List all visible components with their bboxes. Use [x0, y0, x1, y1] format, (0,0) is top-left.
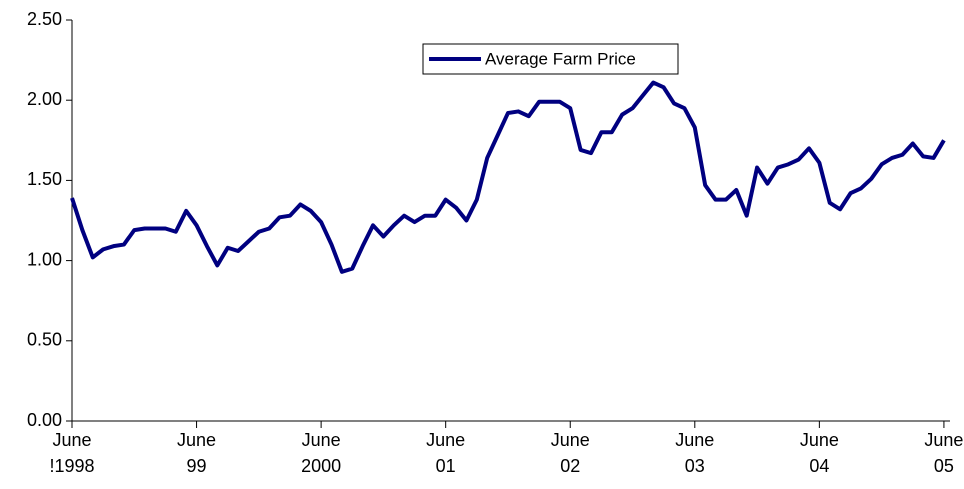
x-tick-label: June 99 — [177, 430, 217, 476]
x-tick-label: June 04 — [799, 430, 839, 476]
y-tick-label: 2.50 — [27, 9, 62, 29]
x-tick-label: June 03 — [675, 430, 715, 476]
x-tick-label: June 02 — [550, 430, 590, 476]
x-tick-label: June 05 — [924, 430, 964, 476]
y-tick-label: 1.50 — [27, 169, 62, 189]
legend-label: Average Farm Price — [485, 49, 636, 68]
y-tick-label: 2.00 — [27, 89, 62, 109]
x-tick-label: June !1998 — [49, 430, 95, 476]
x-tick-label: June 01 — [426, 430, 466, 476]
data-line — [70, 80, 946, 274]
y-tick-label: 1.00 — [27, 249, 62, 269]
x-tick-label: June 2000 — [301, 430, 342, 476]
y-tick-label: 0.50 — [27, 330, 62, 350]
y-tick-label: 0.00 — [27, 410, 62, 430]
